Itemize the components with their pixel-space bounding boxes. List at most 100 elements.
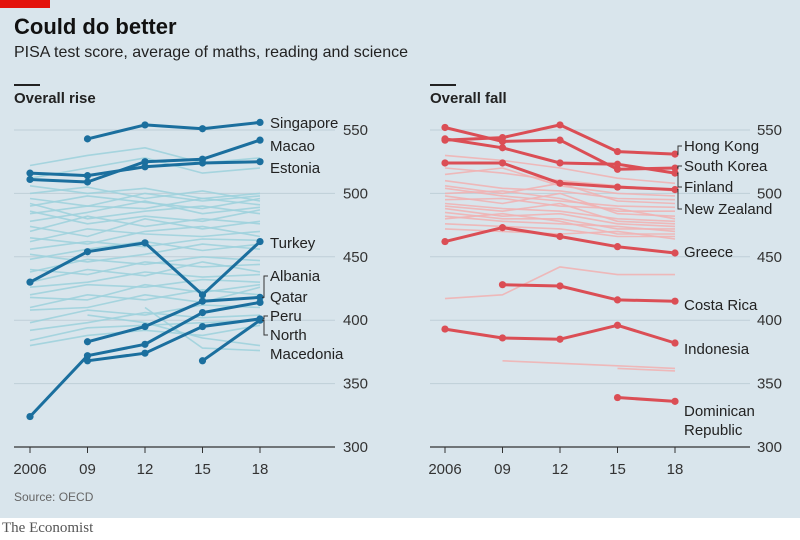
fall-label-connector-new-zealand (677, 189, 682, 210)
rise-point-singapore (83, 135, 92, 143)
rise-background-series-line (29, 311, 261, 332)
fall-series-label-dominican-republic: Dominican (684, 403, 755, 420)
fall-point-hong-kong (671, 150, 679, 158)
fall-point-hong-kong (556, 121, 564, 129)
rise-background-series-line (29, 186, 261, 202)
rise-point-peru (141, 349, 149, 357)
rise-x-tick-label: 12 (137, 461, 154, 478)
rise-point-north-macedonia (256, 316, 264, 324)
fall-point-south-korea (671, 164, 679, 172)
rise-point-singapore (256, 118, 264, 126)
brand-name: The Economist (2, 520, 94, 536)
brand-tag (0, 0, 50, 8)
rise-point-albania (198, 297, 207, 305)
rise-series-label-macao: Macao (270, 138, 315, 155)
rise-background-series-line (29, 243, 261, 263)
rise-point-macao (256, 136, 264, 144)
fall-point-new-zealand (556, 179, 564, 187)
fall-label-connector-south-korea (677, 165, 682, 169)
rise-point-albania (83, 338, 92, 346)
rise-point-qatar (26, 412, 34, 421)
rise-background-series-line (29, 238, 261, 250)
rise-label-connector-albania (262, 275, 268, 298)
rise-background-series-line (29, 157, 261, 179)
rise-point-qatar (83, 352, 92, 360)
fall-point-south-korea (613, 165, 622, 173)
rise-series-label-albania: Albania (270, 268, 321, 285)
rise-point-turkey (83, 248, 92, 256)
panel-title-fall: Overall fall (430, 90, 507, 107)
rise-x-tick-label: 15 (194, 461, 211, 478)
fall-series-label-greece: Greece (684, 244, 733, 261)
source-note: Source: OECD (14, 490, 94, 504)
rise-series-label-estonia: Estonia (270, 160, 321, 177)
fall-point-finland (441, 135, 449, 143)
rise-point-estonia (26, 169, 34, 177)
fall-series-label-south-korea: South Korea (684, 158, 768, 175)
rise-background-series-line (29, 185, 261, 200)
fall-point-greece (498, 224, 507, 232)
rise-background-series-line (29, 192, 261, 207)
fall-point-costa-rica (498, 281, 507, 289)
fall-background-series-line (444, 192, 676, 217)
fall-point-greece (441, 237, 449, 246)
fall-background-series-line (444, 202, 676, 223)
fall-point-new-zealand (671, 185, 679, 194)
fall-point-greece (671, 249, 679, 257)
fall-background-series-line (617, 367, 676, 372)
fall-background-series-line (444, 266, 675, 300)
rise-point-peru (83, 357, 92, 365)
chart-title: Could do better (14, 14, 177, 39)
rise-point-turkey (141, 239, 149, 247)
rise-point-singapore (141, 121, 149, 129)
rise-point-qatar (198, 308, 207, 317)
fall-point-south-korea (441, 123, 449, 132)
rise-point-singapore (198, 125, 207, 133)
rise-background-series-line (29, 215, 261, 233)
fall-point-finland (613, 160, 622, 168)
fall-y-tick-label: 450 (757, 249, 782, 266)
rise-x-tick-label: 2006 (13, 461, 46, 478)
fall-y-tick-label: 500 (757, 185, 782, 202)
fall-point-costa-rica (613, 296, 622, 304)
fall-background-series-line (444, 154, 676, 185)
fall-point-indonesia (441, 325, 449, 333)
rise-series-line-qatar (28, 300, 262, 419)
fall-x-tick-label: 15 (609, 461, 626, 478)
rise-y-tick-label: 350 (343, 376, 368, 393)
panel-title-rise: Overall rise (14, 90, 96, 107)
rise-point-macao (141, 158, 149, 166)
panel-rule-rise (14, 84, 40, 86)
chart-subtitle: PISA test score, average of maths, readi… (14, 44, 408, 61)
rise-background-series-line (29, 197, 261, 215)
fall-y-tick-label: 400 (757, 312, 782, 329)
rise-series-label-turkey: Turkey (270, 235, 316, 252)
fall-series-line-costa-rica (501, 283, 677, 303)
fall-point-south-korea (556, 136, 564, 144)
panel-rule-fall (430, 84, 456, 86)
fall-point-indonesia (498, 334, 507, 342)
fall-x-tick-label: 09 (494, 461, 511, 478)
rise-y-tick-label: 400 (343, 312, 368, 329)
fall-background-series-line (444, 197, 676, 220)
rise-series-line-singapore (86, 120, 262, 141)
rise-series-label-qatar: Qatar (270, 289, 308, 306)
rise-y-tick-label: 550 (343, 122, 368, 139)
fall-point-hong-kong (613, 147, 622, 156)
rise-background-series-line (29, 200, 261, 223)
rise-background-series-line (29, 225, 261, 245)
fall-point-costa-rica (556, 282, 564, 290)
fall-series-line-dominican-republic (616, 396, 677, 403)
rise-background-series-line (29, 286, 261, 311)
fall-series-label-finland: Finland (684, 179, 733, 196)
rise-point-estonia (83, 172, 92, 180)
fall-x-tick-label: 18 (667, 461, 684, 478)
fall-point-finland (556, 159, 564, 167)
fall-point-indonesia (556, 335, 564, 343)
fall-point-dominican-republic (613, 393, 622, 402)
rise-background-series-line (29, 324, 261, 347)
fall-background-series-line (444, 207, 676, 228)
rise-point-qatar (256, 298, 264, 307)
fall-point-finland (498, 144, 507, 152)
